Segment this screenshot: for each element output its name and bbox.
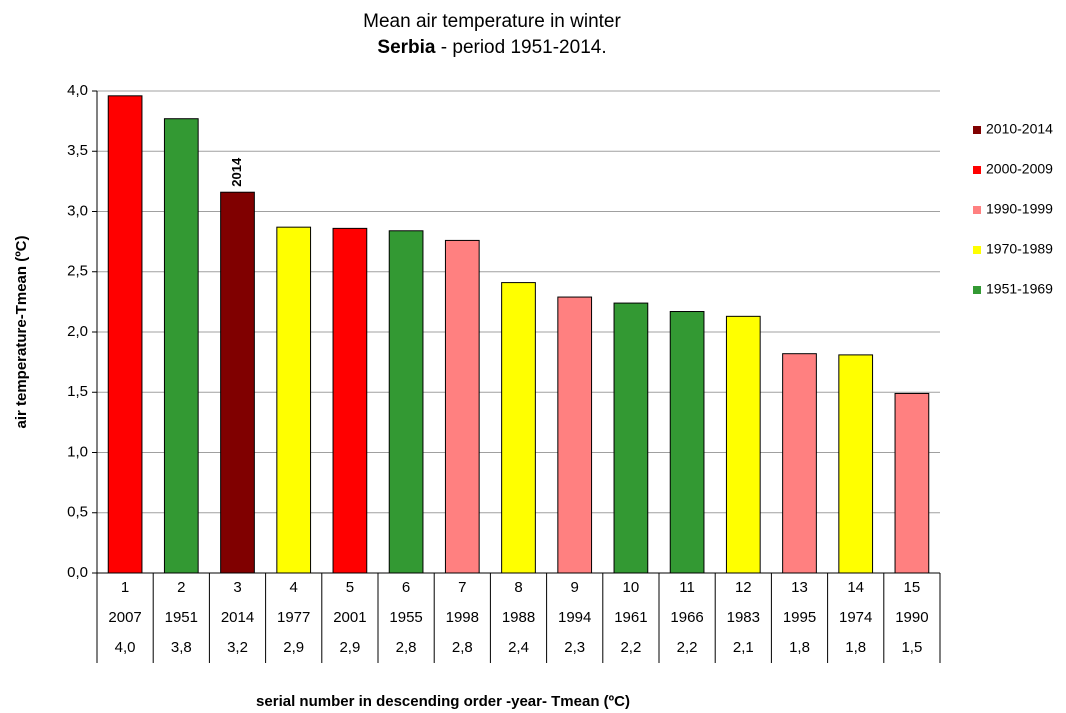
bar bbox=[782, 353, 817, 574]
value-label: 1,5 bbox=[901, 639, 922, 656]
year-label: 1974 bbox=[839, 609, 872, 626]
subtitle-emphasis: Serbia bbox=[377, 37, 436, 58]
x-tick-label: 12 bbox=[735, 579, 752, 596]
chart-title: Mean air temperature in winter bbox=[363, 11, 621, 32]
bar bbox=[444, 239, 480, 574]
legend-label: 2000-2009 bbox=[986, 161, 1053, 177]
year-label: 2001 bbox=[333, 609, 366, 626]
value-label: 2,4 bbox=[508, 639, 529, 656]
x-tick-label: 15 bbox=[904, 579, 921, 596]
value-label: 2,2 bbox=[620, 639, 641, 656]
y-axis-label: air temperature-Tmean (ºC) bbox=[13, 235, 30, 428]
bar bbox=[501, 282, 536, 574]
value-label: 1,8 bbox=[845, 639, 866, 656]
value-label: 4,0 bbox=[115, 639, 136, 656]
y-tick-label: 1,5 bbox=[67, 383, 88, 400]
year-label: 1983 bbox=[727, 609, 760, 626]
x-tick-label: 11 bbox=[679, 579, 695, 596]
legend-label: 1990-1999 bbox=[986, 201, 1053, 217]
x-tick-label: 5 bbox=[346, 579, 354, 596]
bar bbox=[163, 118, 199, 574]
year-label: 1955 bbox=[389, 609, 422, 626]
bar bbox=[220, 191, 255, 574]
year-label: 2014 bbox=[221, 609, 254, 626]
year-label: 1961 bbox=[614, 609, 647, 626]
y-tick-label: 4,0 bbox=[67, 82, 88, 99]
value-label: 3,2 bbox=[227, 639, 248, 656]
year-label: 1966 bbox=[670, 609, 703, 626]
legend-swatch bbox=[973, 126, 981, 134]
year-label: 1998 bbox=[446, 609, 479, 626]
y-tick-label: 2,0 bbox=[67, 323, 88, 340]
value-label: 1,8 bbox=[789, 639, 810, 656]
year-label: 1977 bbox=[277, 609, 310, 626]
bar bbox=[107, 95, 143, 574]
bar bbox=[725, 315, 761, 574]
year-label: 1994 bbox=[558, 609, 591, 626]
legend-label: 1951-1969 bbox=[986, 281, 1053, 297]
legend-label: 1970-1989 bbox=[986, 241, 1053, 257]
year-label: 1990 bbox=[895, 609, 928, 626]
bar bbox=[332, 227, 368, 574]
year-label: 1951 bbox=[165, 609, 198, 626]
year-label: 1995 bbox=[783, 609, 816, 626]
value-label: 2,9 bbox=[339, 639, 360, 656]
legend-swatch bbox=[973, 286, 981, 294]
annotation: 2014 bbox=[229, 157, 244, 187]
bar bbox=[894, 392, 930, 574]
bar bbox=[669, 311, 705, 574]
legend-swatch bbox=[973, 206, 981, 214]
legend-swatch bbox=[973, 166, 981, 174]
x-tick-label: 4 bbox=[290, 579, 298, 596]
y-tick-label: 2,5 bbox=[67, 263, 88, 280]
x-axis-label: serial number in descending order -year-… bbox=[256, 693, 630, 710]
legend-swatch bbox=[973, 246, 981, 254]
legend-label: 2010-2014 bbox=[986, 121, 1053, 137]
x-tick-label: 7 bbox=[458, 579, 466, 596]
y-tick-label: 0,0 bbox=[67, 564, 88, 581]
value-label: 2,1 bbox=[733, 639, 754, 656]
bar bbox=[388, 230, 424, 574]
x-tick-label: 13 bbox=[791, 579, 808, 596]
value-label: 2,3 bbox=[564, 639, 585, 656]
value-label: 2,2 bbox=[677, 639, 698, 656]
value-label: 3,8 bbox=[171, 639, 192, 656]
value-label: 2,9 bbox=[283, 639, 304, 656]
y-tick-label: 3,5 bbox=[67, 142, 88, 159]
x-tick-label: 8 bbox=[514, 579, 522, 596]
x-tick-label: 6 bbox=[402, 579, 410, 596]
bar bbox=[557, 296, 593, 574]
year-label: 1988 bbox=[502, 609, 535, 626]
x-tick-label: 9 bbox=[571, 579, 579, 596]
y-tick-label: 1,0 bbox=[67, 443, 88, 460]
x-tick-label: 10 bbox=[623, 579, 640, 596]
bar bbox=[838, 354, 874, 574]
x-tick-label: 2 bbox=[177, 579, 185, 596]
subtitle-text: - period 1951-2014. bbox=[441, 37, 607, 58]
chart-subtitle: Serbia - period 1951-2014. bbox=[377, 37, 606, 58]
year-label: 2007 bbox=[108, 609, 141, 626]
y-tick-label: 3,0 bbox=[67, 202, 88, 219]
x-tick-label: 1 bbox=[121, 579, 129, 596]
x-tick-label: 14 bbox=[847, 579, 864, 596]
bar bbox=[613, 302, 649, 574]
value-label: 2,8 bbox=[452, 639, 473, 656]
bar bbox=[276, 226, 312, 574]
x-tick-label: 3 bbox=[233, 579, 241, 596]
y-tick-label: 0,5 bbox=[67, 504, 88, 521]
value-label: 2,8 bbox=[396, 639, 417, 656]
